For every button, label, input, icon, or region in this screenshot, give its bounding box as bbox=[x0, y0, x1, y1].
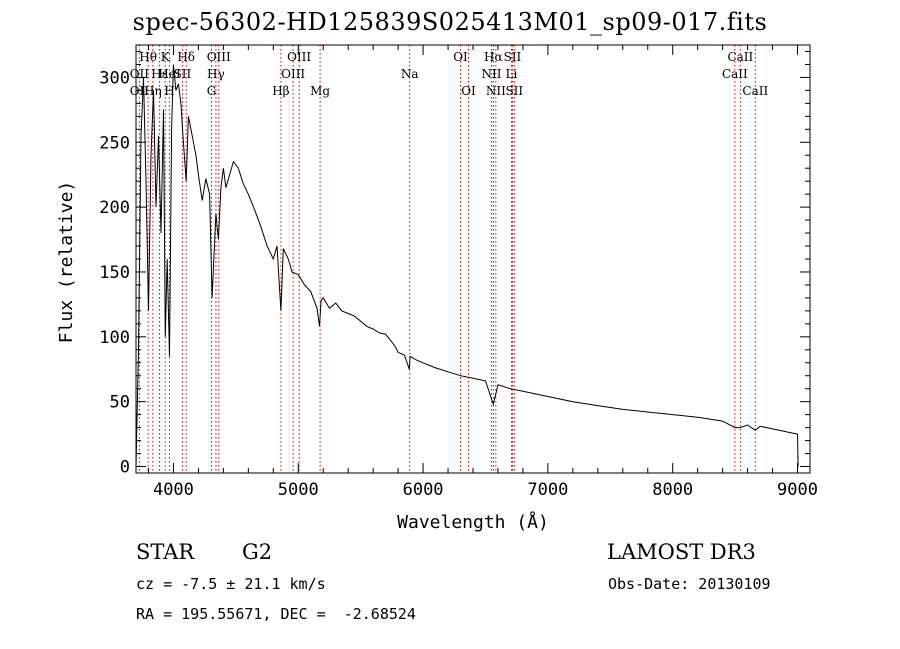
line-marker-label: Hβ bbox=[272, 84, 289, 98]
chart-title: spec-56302-HD125839S025413M01_sp09-017.f… bbox=[132, 8, 768, 36]
line-marker-label: OI bbox=[461, 84, 476, 98]
line-marker-label: OII bbox=[130, 67, 150, 81]
line-marker-label: SII bbox=[505, 84, 523, 98]
line-marker-label: H bbox=[164, 84, 174, 98]
line-marker-label: HeI bbox=[158, 67, 181, 81]
plot-frame bbox=[135, 44, 811, 474]
line-marker-label: Hδ bbox=[177, 50, 195, 64]
y-tick-label: 100 bbox=[99, 328, 130, 348]
x-tick-label: 8000 bbox=[652, 480, 693, 500]
x-axis-label: Wavelength (Å) bbox=[397, 511, 549, 533]
x-axis: 4000 5000 6000 7000 8000 9000 bbox=[147, 45, 818, 500]
line-marker-label: SII bbox=[504, 50, 522, 64]
line-marker-label: OIII bbox=[207, 50, 231, 64]
y-tick-label: 200 bbox=[99, 198, 130, 218]
line-marker-label: SII bbox=[174, 67, 192, 81]
spectrum-series-line bbox=[135, 64, 799, 467]
line-marker-label: K bbox=[161, 50, 171, 64]
survey-name: LAMOST DR3 bbox=[607, 540, 756, 564]
redshift-info: cz = -7.5 ± 21.1 km/s bbox=[136, 575, 326, 593]
x-tick-label: 5000 bbox=[278, 480, 319, 500]
line-marker-label: NII bbox=[481, 67, 501, 81]
line-marker-label: Hα bbox=[484, 50, 503, 64]
line-marker-label: OIII bbox=[281, 67, 305, 81]
x-tick-label: 4000 bbox=[153, 480, 194, 500]
line-marker-label: CaII bbox=[727, 50, 753, 64]
y-tick-label: 300 bbox=[99, 68, 130, 88]
line-marker-label: CaII bbox=[742, 84, 768, 98]
line-marker-label: CaII bbox=[722, 67, 748, 81]
y-axis-label: Flux (relative) bbox=[56, 181, 77, 344]
line-marker-label: OI bbox=[453, 50, 468, 64]
line-marker-label: Na bbox=[401, 67, 419, 81]
line-marker-label: Hθ bbox=[139, 50, 157, 64]
line-marker-label: Mg bbox=[310, 84, 330, 98]
line-marker-label: Li bbox=[506, 67, 518, 81]
x-tick-label: 9000 bbox=[777, 480, 818, 500]
line-marker-label: OIII bbox=[287, 50, 311, 64]
y-axis: 0 50 100 150 200 250 300 bbox=[99, 50, 810, 478]
object-class: STAR bbox=[136, 540, 195, 564]
y-tick-label: 0 bbox=[120, 458, 130, 478]
coordinates: RA = 195.55671, DEC = -2.68524 bbox=[136, 605, 416, 623]
y-tick-label: 250 bbox=[99, 133, 130, 153]
x-tick-label: 7000 bbox=[527, 480, 568, 500]
x-tick-label: 6000 bbox=[403, 480, 444, 500]
line-marker-label: Hγ bbox=[207, 67, 225, 81]
spectral-line-markers bbox=[138, 45, 756, 473]
line-marker-label: NII bbox=[486, 84, 506, 98]
object-subclass: G2 bbox=[242, 540, 273, 564]
line-marker-label: Hη bbox=[144, 84, 162, 98]
line-marker-label: Hε bbox=[151, 67, 168, 81]
y-tick-label: 50 bbox=[110, 393, 130, 413]
observation-date: Obs-Date: 20130109 bbox=[608, 575, 771, 593]
line-marker-label: G bbox=[207, 84, 217, 98]
y-tick-label: 150 bbox=[99, 263, 130, 283]
